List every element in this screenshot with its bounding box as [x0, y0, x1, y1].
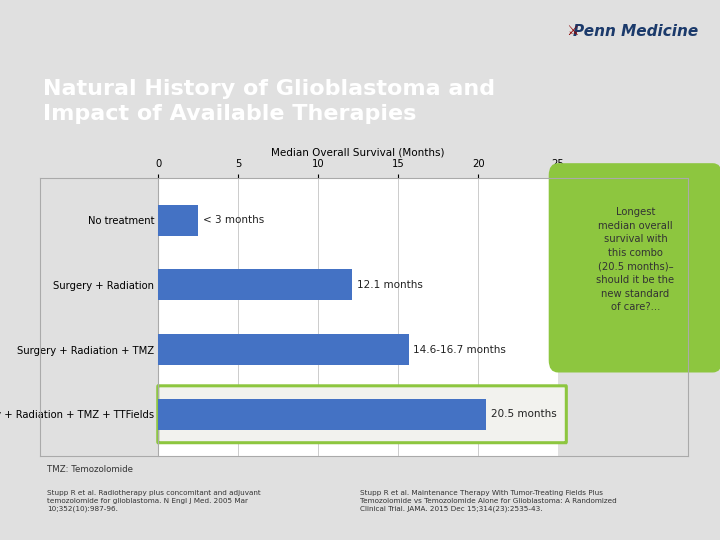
Bar	[158, 399, 486, 430]
Text: Natural History of Glioblastoma and
Impact of Available Therapies: Natural History of Glioblastoma and Impa…	[43, 78, 495, 124]
Text: 14.6-16.7 months: 14.6-16.7 months	[413, 345, 506, 355]
FancyBboxPatch shape	[549, 163, 720, 373]
Text: < 3 months: < 3 months	[203, 215, 264, 225]
Text: Longest
median overall
survival with
this combo
(20.5 months)–
should it be the
: Longest median overall survival with thi…	[596, 207, 675, 312]
Text: 12.1 months: 12.1 months	[356, 280, 423, 290]
Text: Stupp R et al. Radiotherapy plus concomitant and adjuvant
temozolomide for gliob: Stupp R et al. Radiotherapy plus concomi…	[47, 490, 261, 512]
X-axis label: Median Overall Survival (Months): Median Overall Survival (Months)	[271, 147, 445, 157]
Text: TMZ: Temozolomide: TMZ: Temozolomide	[47, 464, 132, 474]
Text: Stupp R et al. Maintenance Therapy With Tumor-Treating Fields Plus
Temozolomide : Stupp R et al. Maintenance Therapy With …	[360, 490, 617, 512]
Polygon shape	[570, 340, 592, 365]
FancyBboxPatch shape	[158, 386, 567, 443]
Text: Penn Medicine: Penn Medicine	[573, 24, 698, 39]
Bar	[158, 334, 408, 365]
Bar	[158, 205, 199, 236]
Text: 20.5 months: 20.5 months	[491, 409, 557, 419]
Text: ⚔: ⚔	[566, 24, 579, 38]
Bar	[158, 269, 352, 300]
